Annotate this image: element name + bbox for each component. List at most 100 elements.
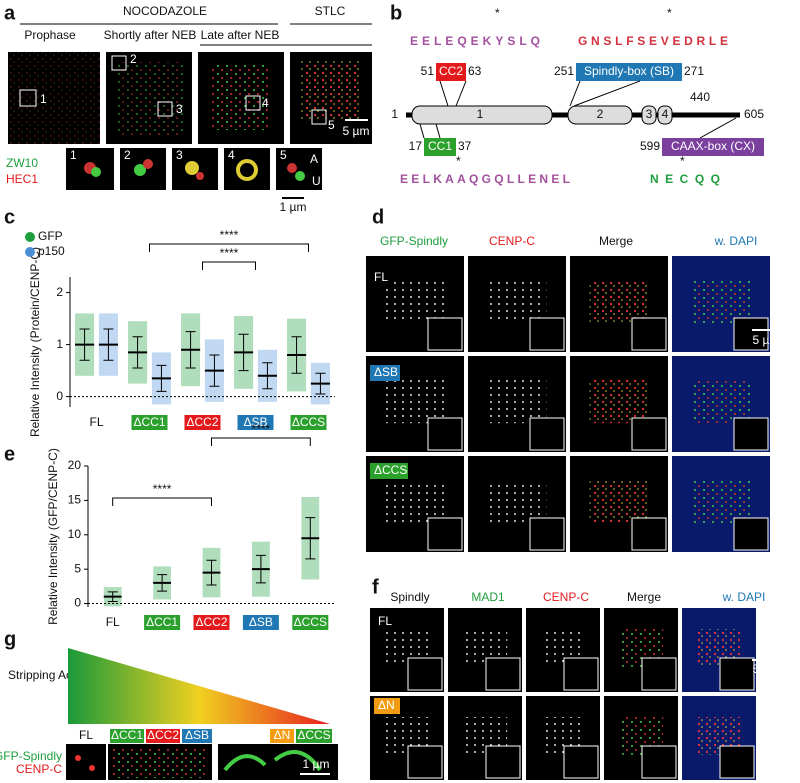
inset-label: 1 <box>70 148 77 162</box>
legend-swatch <box>25 232 35 242</box>
sequence-logo: EELEQEKYSLQ <box>410 34 540 48</box>
residue: 37 <box>458 139 472 153</box>
column-header: Spindly <box>390 590 429 604</box>
scale-label: 5 µm <box>753 333 780 347</box>
star: * <box>456 154 461 168</box>
inset <box>631 517 667 551</box>
scale-label: 5 µm <box>343 124 370 138</box>
inset <box>563 657 599 691</box>
speckle <box>589 280 649 324</box>
coil <box>641 105 657 125</box>
speckle <box>487 380 547 424</box>
stage: Prophase <box>24 28 76 42</box>
gradient-wedge <box>68 648 330 724</box>
error-bar <box>206 559 217 586</box>
label-box <box>292 615 329 630</box>
inset-label: 5 <box>280 148 287 162</box>
domain-box <box>436 63 466 81</box>
inset <box>631 317 667 351</box>
segment: 1 <box>477 107 484 121</box>
x-tick-label: ΔCC1 <box>133 415 165 429</box>
column-header: GFP-Spindly <box>380 234 448 248</box>
row-label: ΔSB <box>374 365 398 379</box>
y-tick-label: 0 <box>74 596 81 610</box>
error-bar <box>103 328 114 361</box>
x-tick-label: ΔCC2 <box>186 415 218 429</box>
stage: Shortly after NEB <box>104 28 197 42</box>
label-box <box>193 615 230 630</box>
speckle <box>8 52 100 144</box>
segment: 3 <box>646 107 653 121</box>
label: ΔSB <box>185 728 209 742</box>
speckle <box>385 380 445 424</box>
inset <box>733 517 769 551</box>
error-bar <box>107 591 118 602</box>
legend: ZW10 <box>6 156 38 170</box>
label: ΔN <box>274 728 291 742</box>
panel-letter: c <box>4 206 15 228</box>
column-header: MAD1 <box>471 590 505 604</box>
inset-label: 4 <box>228 148 235 162</box>
row-label: ΔN <box>378 698 395 712</box>
coil <box>411 105 553 125</box>
label-box <box>374 698 400 714</box>
error-bar <box>238 333 249 372</box>
residue: 51 <box>421 64 435 78</box>
panel-a: a NOCODAZOLE STLC Prophase Shortly after… <box>4 2 372 214</box>
significance: **** <box>252 422 271 436</box>
inset <box>733 317 769 351</box>
inset <box>427 517 463 551</box>
error-bar <box>156 364 167 392</box>
segment: 4 <box>662 107 669 121</box>
panel-letter: f <box>372 576 379 598</box>
y-tick-label: 2 <box>56 285 63 299</box>
domain: CC1 <box>428 139 452 153</box>
speckle <box>210 65 270 130</box>
error-bar <box>305 517 316 560</box>
inset-label: 2 <box>124 148 131 162</box>
panel-letter: a <box>4 2 16 24</box>
speckle <box>487 280 547 324</box>
label: ΔCCS <box>297 728 330 742</box>
column-header: CENP-C <box>543 590 589 604</box>
roi <box>111 55 127 71</box>
header: NOCODAZOLE <box>123 4 207 18</box>
roi-label: 1 <box>40 92 47 106</box>
x-tick-label: ΔCCS <box>294 615 327 629</box>
inset <box>529 417 565 451</box>
inset <box>641 657 677 691</box>
speckle <box>691 480 751 524</box>
column-header: Merge <box>599 234 633 248</box>
header: STLC <box>315 4 346 18</box>
legend-label: p150 <box>38 244 65 258</box>
coil <box>657 105 673 125</box>
panel-letter: d <box>372 206 384 228</box>
panel-letter: b <box>390 2 402 24</box>
x-tick-label: ΔSB <box>243 415 267 429</box>
label-box <box>370 463 408 479</box>
label: ΔCC1 <box>111 728 143 742</box>
speckle <box>691 280 751 324</box>
error-bar <box>79 328 90 361</box>
row-label: ΔCCS <box>374 463 407 477</box>
label-box <box>290 415 327 430</box>
speckle <box>112 748 208 778</box>
row-label: FL <box>374 270 388 284</box>
inset <box>733 417 769 451</box>
error-bar <box>209 354 220 387</box>
column-header: w. DAPI <box>722 590 766 604</box>
panel-f: f Spindly MAD1 CENP-C Merge w. DAPI FL Δ… <box>370 576 780 780</box>
scale-label: 5 µm <box>753 662 780 676</box>
label-box <box>131 415 168 430</box>
label-box <box>237 415 274 430</box>
bracket <box>202 261 256 270</box>
roi-label: 5 <box>328 118 335 132</box>
inset <box>631 417 667 451</box>
error-bar <box>157 574 168 592</box>
inset <box>485 657 521 691</box>
streak <box>223 750 322 772</box>
inset <box>427 317 463 351</box>
error-bar <box>132 336 143 369</box>
domain-box <box>662 138 764 156</box>
residue: 605 <box>744 107 764 121</box>
